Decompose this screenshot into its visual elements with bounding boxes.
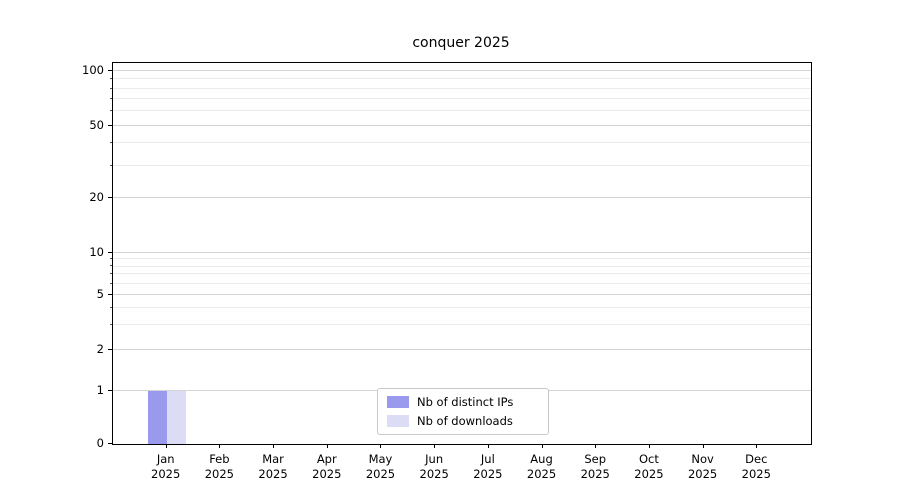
y-tick-mark: [108, 70, 112, 71]
minor-gridline: [113, 98, 811, 100]
y-tick-mark: [108, 252, 112, 254]
major-gridline: [113, 124, 811, 126]
legend-swatch-distinct-ips: [387, 396, 409, 408]
x-tick-mark: [219, 444, 221, 448]
major-gridline: [113, 197, 811, 199]
minor-gridline: [113, 324, 811, 326]
y-minor-tick-mark: [110, 273, 112, 275]
y-minor-tick-mark: [110, 78, 112, 80]
legend-swatch-downloads: [387, 415, 409, 427]
minor-gridline: [113, 273, 811, 275]
x-tick-mark: [756, 444, 758, 448]
x-tick-label: Apr 2025: [312, 452, 342, 482]
y-minor-tick-mark: [110, 87, 112, 89]
y-tick-mark: [108, 197, 112, 199]
minor-gridline: [113, 282, 811, 284]
bar-distinct-ips: [147, 391, 167, 444]
legend-label-distinct-ips: Nb of distinct IPs: [417, 395, 514, 409]
y-minor-tick-mark: [110, 258, 112, 260]
chart-title: conquer 2025: [412, 35, 510, 51]
minor-gridline: [113, 258, 811, 260]
x-tick-mark: [273, 444, 275, 448]
bar-downloads: [166, 391, 186, 444]
x-tick-label: May 2025: [365, 452, 396, 482]
x-tick-mark: [326, 444, 328, 448]
y-minor-tick-mark: [110, 110, 112, 112]
plot-area: [112, 62, 812, 445]
y-tick-label: 0: [96, 436, 104, 450]
minor-gridline: [113, 110, 811, 112]
y-minor-tick-mark: [110, 282, 112, 284]
x-tick-mark: [380, 444, 382, 448]
x-tick-label: Nov 2025: [687, 452, 718, 482]
major-gridline: [113, 252, 811, 254]
major-gridline: [113, 348, 811, 350]
x-tick-mark: [595, 444, 597, 448]
x-tick-label: Jul 2025: [473, 452, 503, 482]
x-tick-mark: [648, 444, 650, 448]
minor-gridline: [113, 142, 811, 144]
minor-gridline: [113, 265, 811, 267]
y-minor-tick-mark: [110, 265, 112, 267]
x-tick-label: Jun 2025: [419, 452, 449, 482]
legend-item-distinct-ips: Nb of distinct IPs: [387, 395, 539, 409]
x-tick-label: Feb 2025: [204, 452, 235, 482]
y-tick-label: 2: [96, 341, 104, 356]
y-minor-tick-mark: [110, 142, 112, 144]
y-tick-mark: [108, 293, 112, 295]
x-tick-mark: [434, 444, 436, 448]
x-tick-mark: [165, 444, 167, 448]
x-tick-label: Sep 2025: [580, 452, 610, 482]
x-tick-mark: [487, 444, 489, 448]
y-tick-label: 10: [89, 245, 104, 260]
minor-gridline: [113, 165, 811, 167]
x-tick-label: Oct 2025: [634, 452, 664, 482]
minor-gridline: [113, 87, 811, 89]
y-tick-mark: [108, 390, 112, 392]
x-tick-label: Jan 2025: [151, 452, 181, 482]
legend: Nb of distinct IPs Nb of downloads: [377, 388, 549, 435]
x-tick-label: Aug 2025: [526, 452, 557, 482]
major-gridline: [113, 70, 811, 72]
y-tick-label: 1: [96, 383, 104, 398]
x-tick-mark: [541, 444, 543, 448]
legend-label-downloads: Nb of downloads: [417, 414, 513, 428]
y-minor-tick-mark: [110, 98, 112, 100]
y-tick-label: 5: [96, 286, 104, 301]
y-tick-mark: [108, 348, 112, 350]
x-tick-label: Dec 2025: [741, 452, 771, 482]
y-minor-tick-mark: [110, 307, 112, 308]
x-tick-label: Mar 2025: [258, 452, 288, 482]
y-tick-label: 50: [89, 117, 104, 132]
y-tick-mark: [108, 443, 112, 444]
y-minor-tick-mark: [110, 165, 112, 167]
minor-gridline: [113, 78, 811, 80]
minor-gridline: [113, 307, 811, 309]
y-tick-label: 100: [82, 63, 104, 77]
major-gridline: [113, 293, 811, 295]
y-tick-mark: [108, 124, 112, 126]
x-tick-mark: [702, 444, 704, 448]
legend-item-downloads: Nb of downloads: [387, 414, 539, 428]
y-tick-label: 20: [89, 190, 104, 205]
y-minor-tick-mark: [110, 324, 112, 326]
